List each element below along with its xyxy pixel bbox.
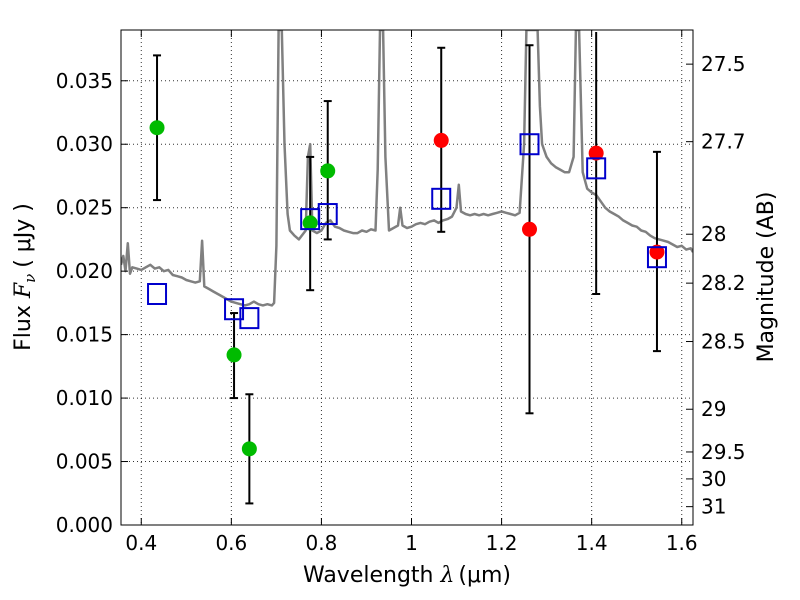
red-data-point xyxy=(649,244,665,260)
x-axis-title: Wavelength λ (μm) xyxy=(303,563,511,588)
axis-ticks xyxy=(121,30,693,526)
right-tick-label: 28.5 xyxy=(701,330,746,354)
right-tick-label: 29.5 xyxy=(701,440,746,464)
red-data-point xyxy=(433,132,449,148)
x-tick-label: 1.4 xyxy=(576,531,608,555)
plot-frame xyxy=(120,29,694,526)
model-box-marker xyxy=(586,157,607,180)
model-spectrum-line xyxy=(121,30,693,307)
green-data-point xyxy=(302,215,318,231)
tick-labels: 0.4 0.6 0.8 1 1.2 1.4 1.6 0.000 0.005 0.010 0.015 0… xyxy=(56,52,746,555)
y-tick-label: 0.020 xyxy=(56,259,113,283)
x-tick-label: 1.6 xyxy=(666,531,698,555)
y-axis-title: Flux Fν( μJy ) xyxy=(11,203,39,351)
model-box-marker xyxy=(239,307,260,330)
right-axis-title: Magnitude (AB) xyxy=(754,192,779,363)
y-tick-label: 0.005 xyxy=(56,450,113,474)
model-spectrum xyxy=(121,30,693,307)
x-tick-label: 0.4 xyxy=(125,531,157,555)
green-data-point xyxy=(226,347,242,363)
model-box-marker xyxy=(317,203,338,226)
plot-background xyxy=(121,30,693,525)
x-tick-label: 1.2 xyxy=(486,531,518,555)
right-tick-label: 28 xyxy=(701,222,726,246)
right-tick-label: 28.2 xyxy=(701,271,746,295)
y-tick-label: 0.035 xyxy=(56,69,113,93)
right-tick-label: 29 xyxy=(701,397,726,421)
right-tick-label: 30 xyxy=(701,467,726,491)
right-tick-label: 27.5 xyxy=(701,52,746,76)
model-box-marker xyxy=(147,283,168,305)
right-tick-label: 31 xyxy=(701,495,726,519)
y-tick-label: 0.015 xyxy=(56,323,113,347)
green-data-point xyxy=(320,163,336,179)
y-tick-label: 0.025 xyxy=(56,196,113,220)
y-tick-label: 0.010 xyxy=(56,386,113,410)
model-box-marker xyxy=(646,246,667,269)
red-data-point xyxy=(588,145,604,161)
green-data-point xyxy=(149,120,165,136)
data-markers xyxy=(147,120,667,457)
model-box-marker xyxy=(519,133,540,156)
y-tick-label: 0.030 xyxy=(56,132,113,156)
y-tick-label: 0.000 xyxy=(56,513,113,537)
x-tick-label: 0.8 xyxy=(306,531,338,555)
model-box-marker xyxy=(431,187,452,210)
model-box-marker xyxy=(224,298,245,321)
red-data-point xyxy=(522,221,538,237)
green-data-point xyxy=(241,441,257,457)
right-tick-label: 27.7 xyxy=(701,130,746,154)
x-tick-label: 0.6 xyxy=(215,531,247,555)
x-tick-label: 1 xyxy=(405,531,418,555)
